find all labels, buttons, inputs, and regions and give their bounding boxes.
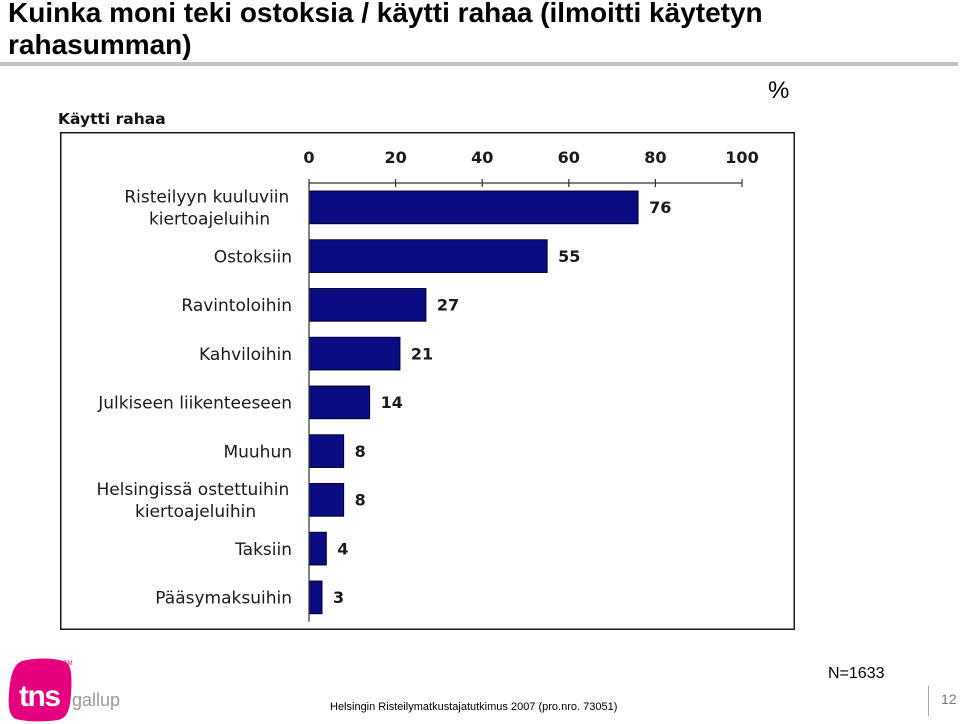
slide-title: Kuinka moni teki ostoksia / käytti rahaa…: [8, 0, 763, 60]
data-label-4: 21: [411, 344, 433, 363]
x-tick-label-5: 100: [725, 148, 758, 167]
category-label-7: Helsingissä ostettuihin kiertoajeluihin: [96, 480, 294, 522]
chart-title: Käytti rahaa: [58, 110, 166, 128]
logo-brand-text: tns: [19, 680, 60, 713]
bar-5: [308, 385, 371, 420]
x-tick-label-0: 0: [303, 148, 314, 167]
category-label-5: Julkiseen liikenteeseen: [97, 394, 292, 414]
bar-8: [308, 531, 327, 566]
x-tick-label-4: 80: [644, 148, 666, 167]
category-label-8: Taksiin: [234, 540, 292, 560]
logo-blob: [8, 658, 72, 722]
category-label-6: Muuhun: [223, 442, 292, 462]
title-divider: [0, 62, 958, 66]
data-label-6: 8: [355, 442, 366, 461]
logo-trademark: TM: [64, 661, 73, 667]
data-label-5: 14: [381, 393, 403, 412]
category-label-1: Risteilyyn kuuluviin kiertoajeluihin: [124, 188, 294, 230]
bar-4: [308, 336, 401, 371]
tns-gallup-logo: tns TM gallup: [8, 658, 120, 722]
bar-7: [308, 483, 345, 517]
bar-chart: 0 20 40 60 80 100 Risteilyyn kuuluviin kierto…: [60, 132, 795, 630]
category-label-9: Pääsymaksuihin: [155, 589, 292, 609]
data-labels: 76 55 27 21 14 8 8 4 3: [333, 198, 671, 607]
x-tick-label-2: 40: [471, 148, 493, 167]
data-label-7: 8: [355, 491, 366, 510]
data-label-3: 27: [437, 296, 459, 315]
category-label-2: Ostoksiin: [214, 247, 292, 267]
data-label-9: 3: [333, 588, 344, 607]
source-note: Helsingin Risteilymatkustajatutkimus 200…: [330, 701, 618, 713]
data-label-2: 55: [558, 247, 580, 266]
bars: [308, 190, 639, 615]
x-tick-label-1: 20: [384, 148, 406, 167]
x-tick-label-3: 60: [558, 148, 580, 167]
data-label-1: 76: [649, 198, 671, 217]
category-labels: Risteilyyn kuuluviin kiertoajeluihin Osto…: [96, 188, 294, 609]
data-label-8: 4: [337, 539, 348, 558]
bar-1: [308, 190, 639, 225]
page-number-divider: [928, 686, 929, 716]
sample-size: N=1633: [828, 665, 885, 682]
bar-9: [308, 580, 323, 615]
x-axis: 0 20 40 60 80 100: [303, 148, 759, 622]
bar-6: [308, 434, 345, 468]
unit-label: %: [768, 77, 790, 104]
bar-3: [308, 288, 427, 322]
category-label-3: Ravintoloihin: [181, 296, 292, 316]
bar-2: [308, 239, 548, 273]
logo-sub-brand-text: gallup: [72, 690, 120, 710]
page-number: 12: [941, 691, 957, 707]
category-label-4: Kahviloihin: [199, 345, 292, 365]
